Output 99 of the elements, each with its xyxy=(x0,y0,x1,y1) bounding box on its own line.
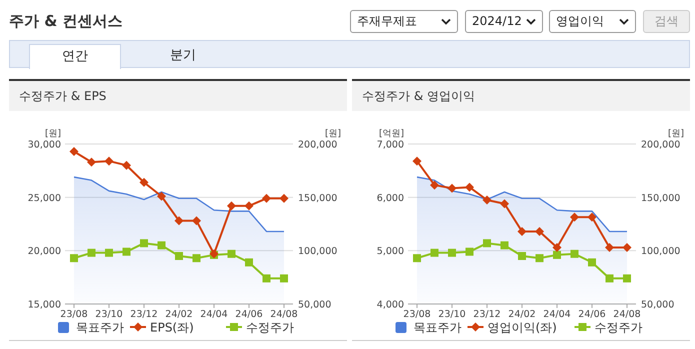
point xyxy=(174,216,184,226)
point xyxy=(87,158,96,167)
point xyxy=(536,254,544,262)
point xyxy=(122,160,131,170)
x-tick-label: 23/08 xyxy=(60,309,88,320)
y2-tick-label: 150,000 xyxy=(298,192,338,204)
point xyxy=(412,156,422,166)
point xyxy=(483,239,491,248)
text: 영업이익 xyxy=(549,10,636,33)
point xyxy=(570,250,578,258)
y2-axis-title: [원] xyxy=(324,129,341,139)
point xyxy=(280,194,288,203)
point xyxy=(192,216,201,226)
point xyxy=(605,242,614,252)
point xyxy=(430,248,438,257)
point xyxy=(175,252,183,260)
legend-label: 목표주가 xyxy=(76,320,124,334)
point xyxy=(88,248,96,257)
x-tick-label: 23/12 xyxy=(473,309,501,320)
point xyxy=(122,248,130,256)
point xyxy=(245,258,253,266)
text: 검색 xyxy=(643,10,690,33)
x-tick-label: 24/02 xyxy=(508,309,536,320)
text: 주재무제표 xyxy=(350,10,458,33)
point xyxy=(570,212,579,222)
point xyxy=(588,212,596,222)
x-tick-label: 24/06 xyxy=(578,309,606,320)
point xyxy=(465,182,474,192)
point xyxy=(262,194,271,203)
point xyxy=(227,201,236,210)
y-tick-label: 5,000 xyxy=(376,246,404,258)
y2-tick-label: 200,000 xyxy=(641,140,680,150)
y-tick-label: 6,000 xyxy=(376,192,404,204)
text: 연간 xyxy=(29,44,121,69)
point xyxy=(70,146,78,156)
point xyxy=(588,258,596,266)
point xyxy=(623,274,631,282)
point xyxy=(466,248,474,256)
x-tick-label: 23/10 xyxy=(95,309,123,320)
y-tick-label: 25,000 xyxy=(28,192,61,204)
x-tick-label: 23/12 xyxy=(130,309,158,320)
y-tick-label: 30,000 xyxy=(28,140,61,150)
x-tick-label: 24/06 xyxy=(235,309,263,320)
point xyxy=(262,274,270,282)
text: 2024/12 xyxy=(465,10,543,33)
point xyxy=(413,254,421,262)
legend-label: EPS(좌) xyxy=(150,320,194,334)
point xyxy=(518,226,526,236)
point xyxy=(140,239,148,248)
y2-tick-label: 200,000 xyxy=(298,140,338,150)
point xyxy=(500,199,509,208)
point xyxy=(70,254,78,262)
point xyxy=(105,248,113,257)
text: 주가 & 컨센서스 xyxy=(9,12,123,31)
y-axis-title: [억원] xyxy=(378,129,404,139)
point xyxy=(552,242,562,252)
y2-tick-label: 50,000 xyxy=(298,300,332,310)
point xyxy=(500,241,508,250)
point xyxy=(430,180,439,190)
chart-title: 수정주가 & EPS xyxy=(9,81,347,111)
x-tick-label: 23/08 xyxy=(403,309,431,320)
legend-label: 영업이익(좌) xyxy=(488,320,557,334)
point xyxy=(535,226,544,236)
chart-title: 수정주가 & 영업이익 xyxy=(352,81,690,111)
legend-label: 수정주가 xyxy=(594,320,642,334)
y-axis-title: [원] xyxy=(44,129,61,139)
x-tick-label: 23/10 xyxy=(438,309,466,320)
point xyxy=(518,252,526,260)
x-tick-label: 24/08 xyxy=(613,309,641,320)
point xyxy=(244,201,254,210)
point xyxy=(104,156,114,166)
point xyxy=(606,274,614,282)
point xyxy=(448,184,456,193)
point xyxy=(553,250,561,259)
point xyxy=(482,196,492,204)
x-tick-label: 24/04 xyxy=(543,309,571,320)
x-tick-label: 24/08 xyxy=(270,309,298,320)
x-tick-label: 24/02 xyxy=(165,309,193,320)
point xyxy=(448,248,456,257)
point xyxy=(228,250,236,258)
y2-tick-label: 100,000 xyxy=(298,246,338,258)
legend-label: 수정주가 xyxy=(246,320,294,334)
y2-axis-title: [원] xyxy=(668,129,684,139)
point xyxy=(622,242,632,252)
y2-tick-label: 150,000 xyxy=(641,192,680,204)
y-tick-label: 15,000 xyxy=(28,300,61,310)
point xyxy=(140,178,148,187)
x-tick-label: 24/04 xyxy=(200,309,228,320)
legend-label: 목표주가 xyxy=(414,320,462,334)
y-tick-label: 4,000 xyxy=(376,300,404,310)
y-tick-label: 20,000 xyxy=(28,246,61,258)
y2-tick-label: 50,000 xyxy=(641,300,674,310)
text: 분기 xyxy=(169,47,197,65)
point xyxy=(280,274,288,282)
y-tick-label: 7,000 xyxy=(376,140,404,150)
y2-tick-label: 100,000 xyxy=(641,246,680,258)
point xyxy=(157,192,166,201)
point xyxy=(192,254,200,262)
point xyxy=(158,241,166,250)
